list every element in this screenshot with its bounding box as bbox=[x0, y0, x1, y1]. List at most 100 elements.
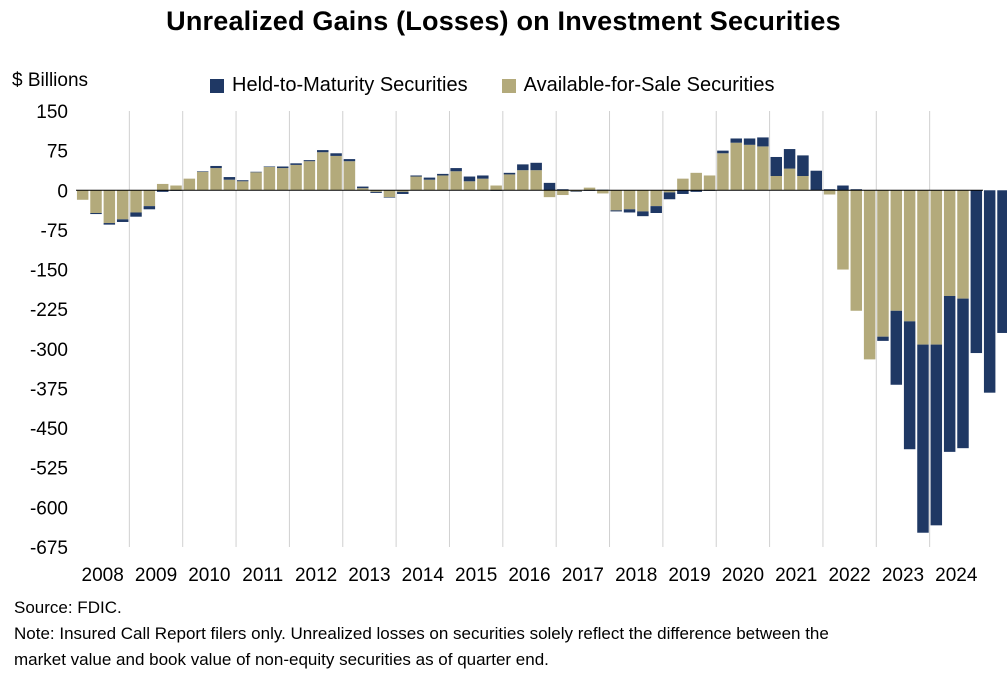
x-tick-label-2013: 2013 bbox=[348, 565, 390, 586]
bar-afs-q51 bbox=[743, 144, 756, 191]
bar-htm-q66 bbox=[943, 295, 956, 452]
bar-afs-q40 bbox=[597, 190, 609, 194]
bar-afs-q5 bbox=[130, 190, 142, 213]
bar-afs-q27 bbox=[423, 179, 436, 191]
bar-afs-q24 bbox=[383, 190, 396, 198]
bar-htm-q15 bbox=[263, 166, 276, 168]
bar-afs-q32 bbox=[490, 185, 502, 191]
bar-afs-q16 bbox=[277, 168, 289, 191]
bar-afs-q64 bbox=[917, 190, 929, 345]
bar-htm-q14 bbox=[250, 171, 262, 173]
bar-afs-q41 bbox=[610, 190, 622, 211]
bar-afs-q33 bbox=[503, 174, 516, 191]
bar-afs-q53 bbox=[770, 176, 782, 191]
x-tick-label-2020: 2020 bbox=[722, 565, 764, 586]
bar-htm-q57 bbox=[823, 189, 836, 191]
bar-htm-q13 bbox=[236, 180, 249, 182]
y-axis-label: $ Billions bbox=[12, 70, 89, 91]
bar-htm-q65 bbox=[930, 344, 943, 526]
y-tick-label: 75 bbox=[47, 142, 68, 163]
bar-afs-q61 bbox=[877, 190, 889, 337]
x-tick-label-2012: 2012 bbox=[295, 565, 337, 586]
bar-afs-q4 bbox=[116, 190, 129, 220]
bar-afs-q1 bbox=[76, 190, 89, 200]
bar-afs-q25 bbox=[397, 190, 409, 192]
bar-afs-q2 bbox=[90, 190, 102, 213]
bar-afs-q36 bbox=[543, 190, 556, 198]
bar-afs-q45 bbox=[663, 190, 676, 193]
bar-htm-q59 bbox=[850, 189, 863, 191]
bar-afs-q38 bbox=[570, 190, 582, 192]
bar-afs-q6 bbox=[143, 190, 156, 207]
bar-htm-q24 bbox=[383, 197, 396, 198]
bar-afs-q12 bbox=[223, 179, 236, 191]
y-tick-label: -225 bbox=[30, 300, 68, 321]
bar-htm-q54 bbox=[783, 149, 796, 169]
bar-htm-q7 bbox=[156, 190, 169, 192]
bar-htm-q17 bbox=[290, 163, 302, 165]
footer: Source: FDIC. Note: Insured Call Report … bbox=[14, 595, 994, 673]
bar-afs-q60 bbox=[863, 190, 876, 360]
legend-swatch-afs bbox=[501, 78, 516, 93]
bar-afs-q31 bbox=[477, 178, 489, 191]
bar-htm-q6 bbox=[143, 206, 156, 210]
bar-htm-q19 bbox=[317, 150, 329, 153]
x-tick-label-2021: 2021 bbox=[775, 565, 817, 586]
bar-htm-q46 bbox=[677, 190, 689, 194]
bar-afs-q48 bbox=[703, 175, 716, 191]
bar-htm-q68 bbox=[970, 190, 983, 354]
bar-afs-q54 bbox=[783, 168, 796, 191]
x-tick-label-2019: 2019 bbox=[668, 565, 710, 586]
bar-afs-q43 bbox=[637, 190, 649, 212]
legend-item-afs: Available-for-Sale Securities bbox=[501, 74, 775, 97]
y-tick-label: -675 bbox=[30, 538, 68, 559]
bar-htm-q36 bbox=[543, 182, 556, 191]
bar-afs-q23 bbox=[370, 190, 382, 192]
bar-afs-q10 bbox=[196, 171, 209, 191]
chart-area: 150 75 0 -75 -150 -225 -300 -375 -450 -525 -600 -67… bbox=[30, 102, 1007, 586]
bar-htm-q69 bbox=[983, 190, 996, 393]
bar-htm-q61 bbox=[877, 336, 889, 341]
bar-htm-q64 bbox=[917, 344, 929, 533]
bar-htm-q45 bbox=[663, 192, 676, 200]
bar-htm-q34 bbox=[517, 164, 529, 171]
bar-afs-q66 bbox=[943, 190, 956, 296]
bar-htm-q30 bbox=[463, 176, 476, 182]
bar-afs-q30 bbox=[463, 181, 476, 191]
bar-htm-q35 bbox=[530, 162, 542, 171]
bar-afs-q67 bbox=[957, 190, 969, 299]
legend-item-htm: Held-to-Maturity Securities bbox=[210, 74, 468, 97]
x-tick-label-2009: 2009 bbox=[135, 565, 177, 586]
bar-htm-q47 bbox=[690, 190, 702, 192]
y-tick-label: -150 bbox=[30, 261, 68, 282]
bar-htm-q43 bbox=[637, 211, 649, 217]
bar-htm-q51 bbox=[743, 138, 756, 145]
y-tick-label: 150 bbox=[36, 102, 68, 123]
y-tick-label: -525 bbox=[30, 459, 68, 480]
legend-label-afs: Available-for-Sale Securities bbox=[523, 74, 775, 96]
y-tick-label: 0 bbox=[57, 181, 68, 202]
x-tick-label-2011: 2011 bbox=[242, 565, 283, 586]
y-tick-label: -600 bbox=[30, 498, 68, 519]
bar-afs-q35 bbox=[530, 170, 542, 191]
bar-htm-q28 bbox=[437, 173, 449, 176]
bar-htm-q56 bbox=[810, 170, 823, 191]
bar-htm-q4 bbox=[116, 219, 129, 222]
note-line-1: Note: Insured Call Report filers only. U… bbox=[14, 624, 829, 643]
bar-afs-q15 bbox=[263, 167, 276, 191]
bar-afs-q22 bbox=[357, 188, 369, 191]
x-tick-label-2018: 2018 bbox=[615, 565, 657, 586]
y-tick-label: -300 bbox=[30, 340, 68, 361]
bar-htm-q16 bbox=[277, 166, 289, 169]
bar-afs-q49 bbox=[717, 153, 729, 191]
bar-afs-q8 bbox=[170, 185, 182, 191]
bar-afs-q39 bbox=[583, 187, 596, 191]
bar-htm-q26 bbox=[410, 175, 422, 177]
bar-htm-q2 bbox=[90, 212, 102, 215]
bar-afs-q13 bbox=[236, 181, 249, 191]
bar-htm-q62 bbox=[890, 310, 903, 385]
legend: Held-to-Maturity Securities Available-fo… bbox=[210, 74, 774, 97]
source-text: Source: FDIC. bbox=[14, 598, 122, 617]
bar-afs-q50 bbox=[730, 142, 742, 191]
bar-afs-q29 bbox=[450, 171, 462, 191]
